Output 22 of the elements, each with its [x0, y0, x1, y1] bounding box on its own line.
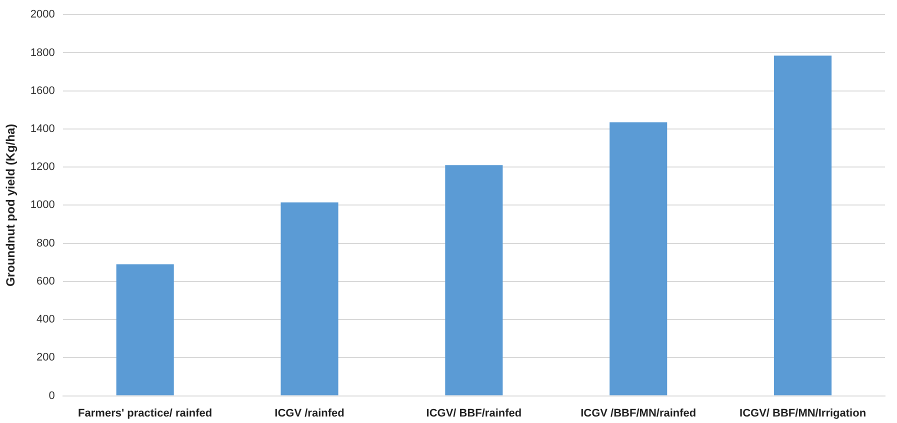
x-tick-label: ICGV /rainfed: [274, 407, 344, 420]
y-tick-label: 1000: [30, 199, 55, 212]
y-tick-label: 1800: [30, 46, 55, 59]
x-tick-label: ICGV/ BBF/MN/Irrigation: [740, 407, 866, 420]
bar: [610, 122, 668, 396]
y-tick-label: 800: [36, 237, 55, 250]
y-tick-label: 0: [48, 390, 55, 402]
y-tick-label: 1400: [30, 122, 55, 135]
y-tick-label: 1600: [30, 84, 55, 97]
y-tick-label: 2000: [30, 8, 55, 21]
y-axis-title: Groundnut pod yield (Kg/ha): [4, 124, 18, 287]
y-tick-label: 600: [36, 275, 55, 288]
x-tick-label: ICGV /BBF/MN/rainfed: [580, 407, 696, 420]
x-tick-label: Farmers' practice/ rainfed: [78, 407, 212, 420]
bar: [116, 264, 174, 396]
y-tick-label: 200: [36, 352, 55, 364]
bar: [774, 56, 832, 396]
bar: [280, 202, 338, 396]
y-tick-label: 400: [36, 314, 55, 326]
x-tick-label: ICGV/ BBF/rainfed: [426, 407, 522, 420]
y-tick-label: 1200: [30, 161, 55, 174]
bar: [445, 165, 503, 396]
